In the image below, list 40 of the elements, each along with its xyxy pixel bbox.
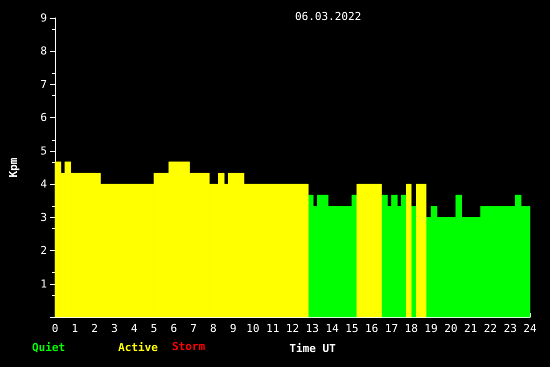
x-tick-label: 13 — [306, 322, 319, 335]
text: Storm — [172, 340, 206, 353]
x-tick-label: 23 — [504, 322, 517, 335]
x-tick-label: 0 — [52, 322, 58, 335]
text: Active — [118, 341, 158, 354]
y-tick-label: 9 — [40, 12, 47, 24]
y-tick-label: 5 — [40, 144, 47, 158]
x-tick-label: 19 — [424, 322, 438, 335]
x-tick-label: 24 — [523, 322, 537, 335]
x-tick-label: 3 — [111, 322, 118, 335]
x-tick-label: 15 — [345, 322, 358, 335]
x-tick-label: 12 — [286, 322, 300, 335]
chart-title: 06.03.2022 — [295, 10, 362, 23]
x-tick-label: 14 — [325, 322, 340, 335]
text: Quiet — [32, 341, 66, 354]
x-tick-label: 21 — [464, 322, 478, 335]
y-tick-label: 7 — [40, 78, 47, 91]
x-tick-label: 20 — [444, 322, 458, 335]
x-tick-label: 5 — [150, 322, 158, 335]
y-axis-title: Kpm — [7, 157, 20, 178]
x-tick-label: 9 — [230, 322, 236, 335]
y-tick-label: 6 — [40, 111, 47, 124]
y-tick-label: 2 — [40, 244, 47, 258]
x-tick-label: 4 — [130, 322, 138, 335]
x-tick-label: 8 — [210, 322, 217, 335]
y-tick-label: 1 — [40, 277, 47, 290]
x-tick-label: 6 — [170, 322, 178, 335]
x-tick-label: 18 — [404, 322, 418, 335]
y-tick-label: 8 — [40, 44, 47, 58]
x-axis-title: Time UT — [289, 342, 336, 355]
x-tick-label: 17 — [384, 322, 398, 335]
y-tick-label: 4 — [40, 178, 48, 191]
x-tick-label: 22 — [484, 322, 498, 335]
x-tick-label: 7 — [190, 322, 197, 335]
x-tick-label: 11 — [266, 322, 280, 335]
x-tick-label: 2 — [91, 322, 98, 335]
x-tick-label: 16 — [365, 322, 378, 335]
x-tick-label: 10 — [246, 322, 260, 335]
x-tick-label: 1 — [71, 322, 78, 335]
y-tick-label: 3 — [40, 210, 47, 224]
